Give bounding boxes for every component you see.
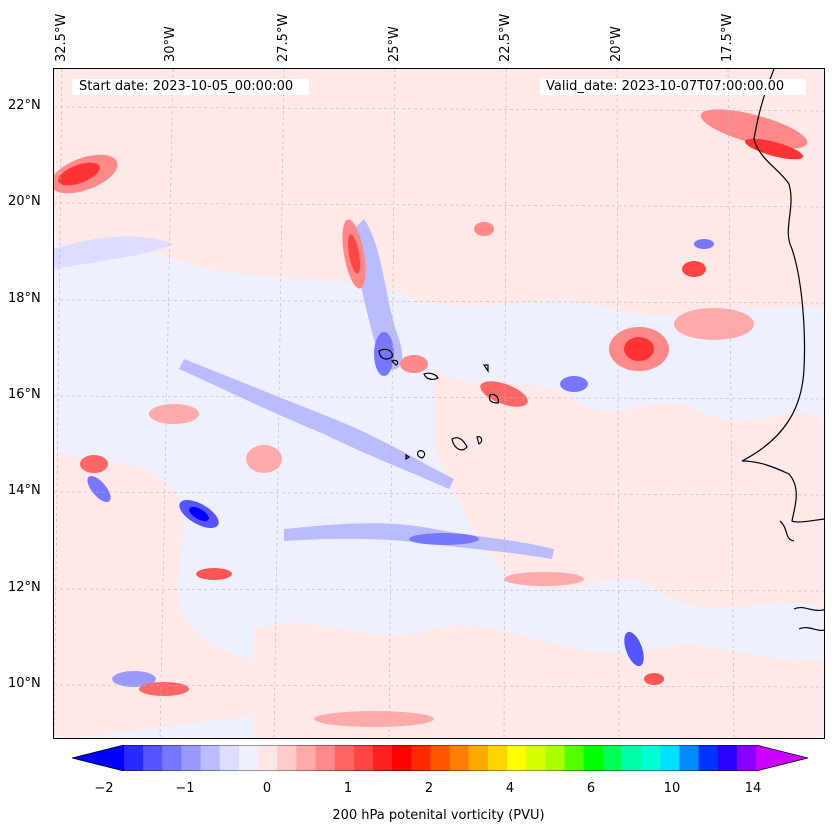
colorbar-tick: 10 (663, 781, 681, 796)
colorbar-tick: 6 (586, 781, 596, 796)
colorbar-extend-min (72, 745, 124, 771)
colorbar-tick: 0 (262, 781, 272, 796)
colorbar-segment (277, 745, 297, 771)
colorbar-segment (411, 745, 431, 771)
colorbar-segment (564, 745, 585, 771)
colorbar-segment (679, 745, 700, 771)
colorbar-segment (526, 745, 546, 771)
colorbar-segment (124, 745, 144, 771)
colorbar-label: 200 hPa potenital vorticity (PVU) (332, 808, 545, 823)
lon-label-27-5w: 27.5°W (276, 13, 291, 62)
colorbar-tick: −1 (175, 781, 195, 796)
lat-label-12n: 12°N (8, 580, 41, 595)
lon-label-20w: 20°W (609, 26, 624, 62)
colorbar-tick: 4 (505, 781, 515, 796)
colorbar-segment (143, 745, 163, 771)
colorbar-segment (181, 745, 202, 771)
colorbar-tick: 1 (343, 781, 353, 796)
colorbar-segment (334, 745, 355, 771)
colorbar-segment (717, 745, 738, 771)
colorbar-segment (200, 745, 221, 771)
colorbar-segment (468, 745, 489, 771)
colorbar-segment (238, 745, 259, 771)
lon-label-30w: 30°W (163, 26, 178, 62)
colorbar (72, 745, 808, 771)
pv-field (54, 69, 824, 738)
lon-label-22-5w: 22.5°W (498, 13, 513, 62)
colorbar-segment (487, 745, 508, 771)
map-panel: Start date: 2023-10-05_00:00:00 Valid_da… (53, 68, 825, 739)
colorbar-segment (736, 745, 757, 771)
colorbar-segment (449, 745, 470, 771)
colorbar-segment (545, 745, 565, 771)
lat-label-16n: 16°N (8, 387, 41, 402)
colorbar-segment (698, 745, 719, 771)
lat-label-22n: 22°N (8, 98, 41, 113)
colorbar-segment (621, 745, 642, 771)
colorbar-extend-max (756, 745, 808, 771)
lat-label-14n: 14°N (8, 483, 41, 498)
colorbar-segment (602, 745, 623, 771)
colorbar-segment (507, 745, 527, 771)
lat-label-10n: 10°N (8, 676, 41, 691)
colorbar-segment (219, 745, 240, 771)
lat-label-20n: 20°N (8, 194, 41, 209)
lon-label-32-5w: 32.5°W (54, 13, 69, 62)
colorbar-segment (372, 745, 393, 771)
lat-label-18n: 18°N (8, 291, 41, 306)
valid-date-label: Valid_date: 2023-10-07T07:00:00.00 (540, 79, 806, 95)
colorbar-segment (315, 745, 336, 771)
colorbar-segment (583, 745, 604, 771)
colorbar-segment (430, 745, 451, 771)
colorbar-tick: −2 (94, 781, 114, 796)
colorbar-segment (162, 745, 182, 771)
colorbar-tick: 2 (424, 781, 434, 796)
colorbar-segment (641, 745, 661, 771)
lon-label-25w: 25°W (387, 26, 402, 62)
lon-label-17-5w: 17.5°W (720, 13, 735, 62)
colorbar-segment (392, 745, 412, 771)
colorbar-segment (258, 745, 278, 771)
colorbar-tick: 14 (744, 781, 762, 796)
colorbar-segment (660, 745, 680, 771)
start-date-label: Start date: 2023-10-05_00:00:00 (72, 79, 309, 95)
colorbar-segment (353, 745, 374, 771)
colorbar-segment (296, 745, 317, 771)
